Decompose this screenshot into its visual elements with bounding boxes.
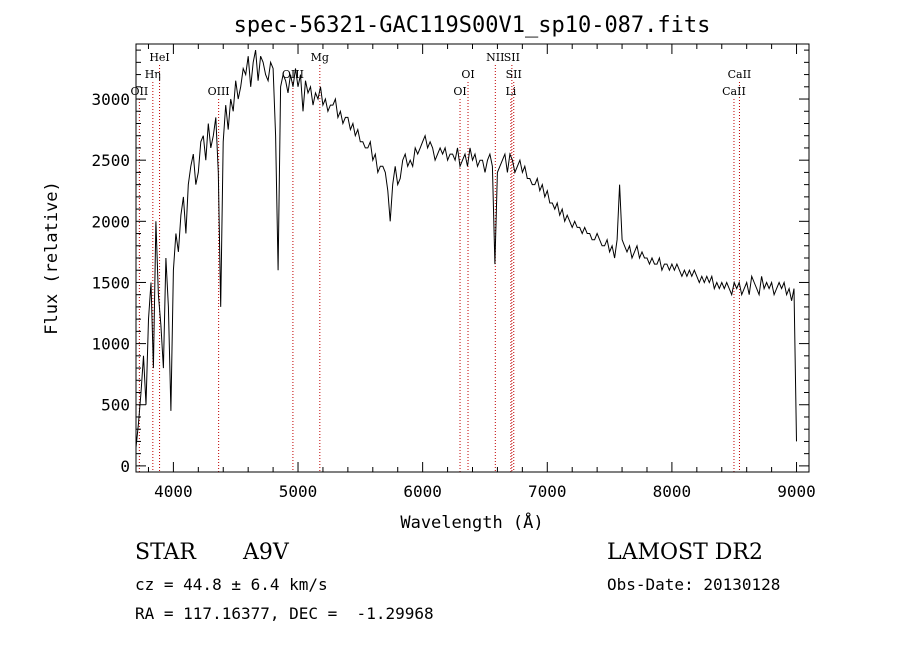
x-tick-label: 5000: [279, 482, 318, 501]
y-tick-label: 2000: [91, 212, 130, 231]
plot-frame: [135, 43, 810, 473]
line-label-11: Li: [505, 85, 516, 98]
spectrum-line: [135, 50, 797, 448]
obs-date: Obs-Date: 20130128: [607, 575, 781, 594]
line-label-4: OIII: [282, 68, 304, 81]
ra-dec: RA = 117.16377, DEC = -1.29968: [135, 604, 434, 623]
line-label-5: Mg: [311, 51, 329, 64]
line-label-6: OI: [453, 85, 466, 98]
x-axis-ticks: 4000 5000 6000 7000 8000 9000: [147, 44, 816, 501]
line-label-1: Hη: [145, 68, 161, 81]
line-label-3: OIII: [208, 85, 230, 98]
y-axis-label: Flux (relative): [42, 181, 62, 335]
x-tick-label: 4000: [154, 482, 193, 501]
line-label-12: CaII: [722, 85, 746, 98]
y-tick-label: 0: [120, 457, 130, 476]
x-tick-label: 9000: [777, 482, 816, 501]
x-tick-label: 7000: [528, 482, 567, 501]
emission-line-labels: OII Hη HeI OIII OIII Mg OI OI NII SII SII Li CaII CaI…: [131, 51, 752, 98]
object-type: STAR: [135, 540, 196, 565]
redshift-cz: cz = 44.8 ± 6.4 km/s: [135, 575, 328, 594]
y-tick-label: 1000: [91, 335, 130, 354]
y-tick-label: 500: [101, 396, 130, 415]
y-tick-label: 3000: [91, 90, 130, 109]
line-label-10: SII: [506, 68, 522, 81]
line-label-13: CaII: [728, 68, 752, 81]
y-tick-label: 1500: [91, 273, 130, 292]
emission-line-markers: [138, 65, 740, 472]
x-axis-label: Wavelength (Å): [400, 511, 543, 533]
x-tick-label: 8000: [653, 482, 692, 501]
y-axis-ticks: 0 500 1000 1500 2000 2500 3000: [91, 49, 809, 476]
line-label-9: SII: [504, 51, 520, 64]
chart-title: spec-56321-GAC119S00V1_sp10-087.fits: [234, 13, 711, 38]
line-label-8: NII: [486, 51, 504, 64]
x-tick-label: 6000: [403, 482, 442, 501]
survey-name: LAMOST DR2: [607, 540, 763, 565]
y-tick-label: 2500: [91, 151, 130, 170]
line-label-0: OII: [131, 85, 149, 98]
line-label-7: OI: [461, 68, 474, 81]
spectral-class: A9V: [243, 540, 289, 565]
line-label-2: HeI: [149, 51, 169, 64]
